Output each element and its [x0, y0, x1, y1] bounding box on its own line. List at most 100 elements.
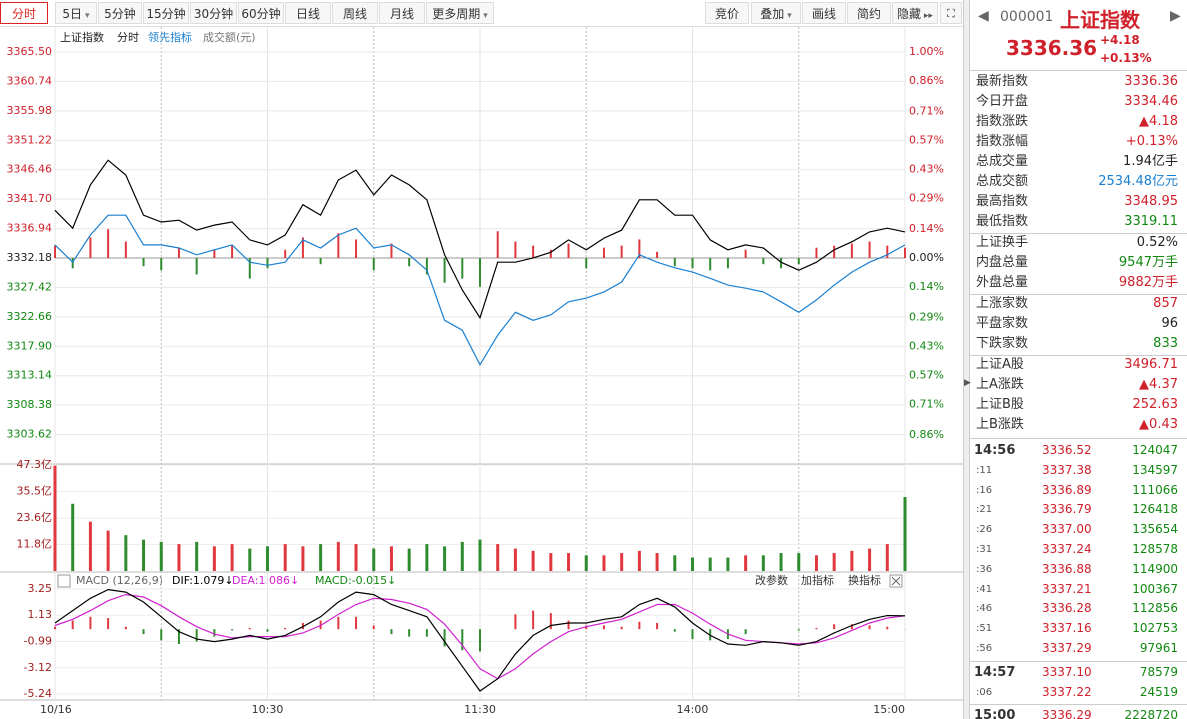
splitter[interactable]: ▶ [963, 0, 971, 719]
lead-bar [567, 243, 570, 258]
chart-area: 上证指数 分时 领先指标 成交额(元) MACD (12,26,9) DIF:1… [0, 27, 963, 716]
y2-tick-label: 0.57% [909, 134, 944, 147]
macd-bar [124, 626, 127, 630]
lead-bar [461, 258, 464, 279]
trade-row: :46 3336.28 112856 [970, 599, 1182, 619]
tab[interactable]: 月线 [379, 2, 425, 24]
trade-row: :06 3337.22 24519 [970, 683, 1182, 703]
stat-label: 总成交额 [976, 174, 1029, 189]
lead-bar [213, 249, 216, 258]
close-icon[interactable] [891, 576, 901, 586]
tab[interactable]: 分时 [0, 2, 48, 24]
stat-row: 内盘总量 9547万手 [970, 253, 1182, 273]
tool[interactable]: 简约 [847, 2, 891, 24]
macd-title: MACD (12,26,9) [76, 574, 163, 587]
tab[interactable]: 60分钟 [238, 2, 284, 24]
macd-bar [833, 624, 836, 630]
macd-bar [231, 629, 234, 631]
macd-bar [390, 629, 393, 635]
volume-bar [868, 548, 872, 571]
stat-value: 833 [1153, 336, 1178, 351]
lead-bar [797, 258, 800, 265]
x-tick-label: 10/16 [40, 703, 72, 716]
trade-price: 3336.89 [1042, 482, 1092, 497]
tab[interactable]: 周线 [332, 2, 378, 24]
trade-row: :26 3337.00 135654 [970, 520, 1182, 540]
price: 3336.36 [1006, 36, 1098, 60]
trade-time: :06 [976, 686, 993, 698]
macd-icon[interactable] [57, 574, 71, 588]
volume-bar [195, 541, 199, 571]
tool[interactable]: 叠加 [751, 2, 801, 24]
volume-bar [584, 555, 588, 571]
tab[interactable]: 5分钟 [98, 2, 142, 24]
tool[interactable]: 隐藏 ▸▸ [892, 2, 938, 24]
lead-bar [355, 239, 358, 258]
change: +4.18 [1100, 33, 1140, 47]
volume-bar [460, 541, 464, 571]
legend-volume: 成交额(元) [203, 30, 256, 44]
tab[interactable]: 更多周期 [426, 2, 494, 24]
macd-bar [337, 616, 340, 630]
lead-bar [656, 251, 659, 258]
divider [970, 660, 1187, 662]
lead-bar [780, 258, 783, 269]
tool[interactable]: 竞价 [705, 2, 749, 24]
trade-time: 15:00 [974, 708, 1016, 719]
macd-button[interactable]: 改参数 [755, 573, 788, 587]
volume-bar [620, 553, 624, 571]
macd-bar [355, 616, 358, 630]
macd-bar [744, 629, 747, 635]
trade-volume: 100367 [1132, 581, 1178, 596]
stat-value: 3336.36 [1124, 74, 1178, 89]
trade-price: 3336.79 [1042, 502, 1092, 517]
volume-bar [744, 555, 748, 571]
stat-label: 指数涨跌 [976, 114, 1029, 129]
tab[interactable]: 5日 [55, 2, 97, 24]
lead-bar [904, 247, 906, 258]
prev-arrow[interactable]: ◀ [978, 8, 989, 24]
close-icon[interactable] [889, 574, 903, 588]
next-arrow[interactable]: ▶ [1170, 8, 1181, 24]
stat-row: 上证换手 0.52% [970, 233, 1182, 253]
legend-price: 上证指数 [60, 30, 104, 44]
y-tick-label: 3317.90 [7, 339, 53, 352]
stat-row: 外盘总量 9882万手 [970, 273, 1182, 293]
trade-volume: 126418 [1132, 502, 1178, 517]
lead-bar [231, 245, 234, 258]
lead-bar [443, 258, 446, 283]
lead-bar [886, 245, 889, 258]
macd-button[interactable]: 加指标 [801, 573, 834, 587]
tool[interactable]: 画线 [802, 2, 846, 24]
stat-value: 3319.11 [1124, 214, 1178, 229]
lead-bar [71, 258, 74, 269]
divider [970, 294, 1187, 295]
macd-button[interactable]: 换指标 [848, 573, 881, 587]
lead-bar [319, 258, 322, 265]
tab[interactable]: 30分钟 [190, 2, 237, 24]
y-tick-label: 1.13 [28, 608, 53, 621]
lead-bar [532, 245, 535, 258]
volume-bar [212, 546, 216, 571]
y-tick-label: 3322.66 [7, 310, 53, 323]
stat-value: 9882万手 [1118, 275, 1178, 290]
macd-bar [815, 627, 818, 630]
stat-label: 上涨家数 [976, 296, 1029, 311]
volume-bar [407, 548, 411, 571]
lead-bar [744, 249, 747, 258]
stat-label: 外盘总量 [976, 275, 1029, 290]
volume-bar [443, 546, 447, 571]
lead-bar [850, 243, 853, 258]
macd-bar [372, 625, 375, 630]
trade-row: 15:00 3336.29 2228720 [970, 706, 1182, 719]
tab[interactable]: 日线 [285, 2, 331, 24]
volume-bar [177, 544, 181, 571]
y2-tick-label: 0.14% [909, 280, 944, 293]
tab[interactable]: 15分钟 [143, 2, 189, 24]
stat-row: 上A涨跌 ▲4.37 [970, 375, 1182, 395]
resize-icon[interactable]: ⛶ [940, 2, 962, 24]
tool-label: 隐藏 [897, 7, 922, 21]
lead-bar [479, 258, 481, 287]
stat-label: 上证A股 [976, 357, 1024, 372]
macd-bar [850, 624, 853, 630]
